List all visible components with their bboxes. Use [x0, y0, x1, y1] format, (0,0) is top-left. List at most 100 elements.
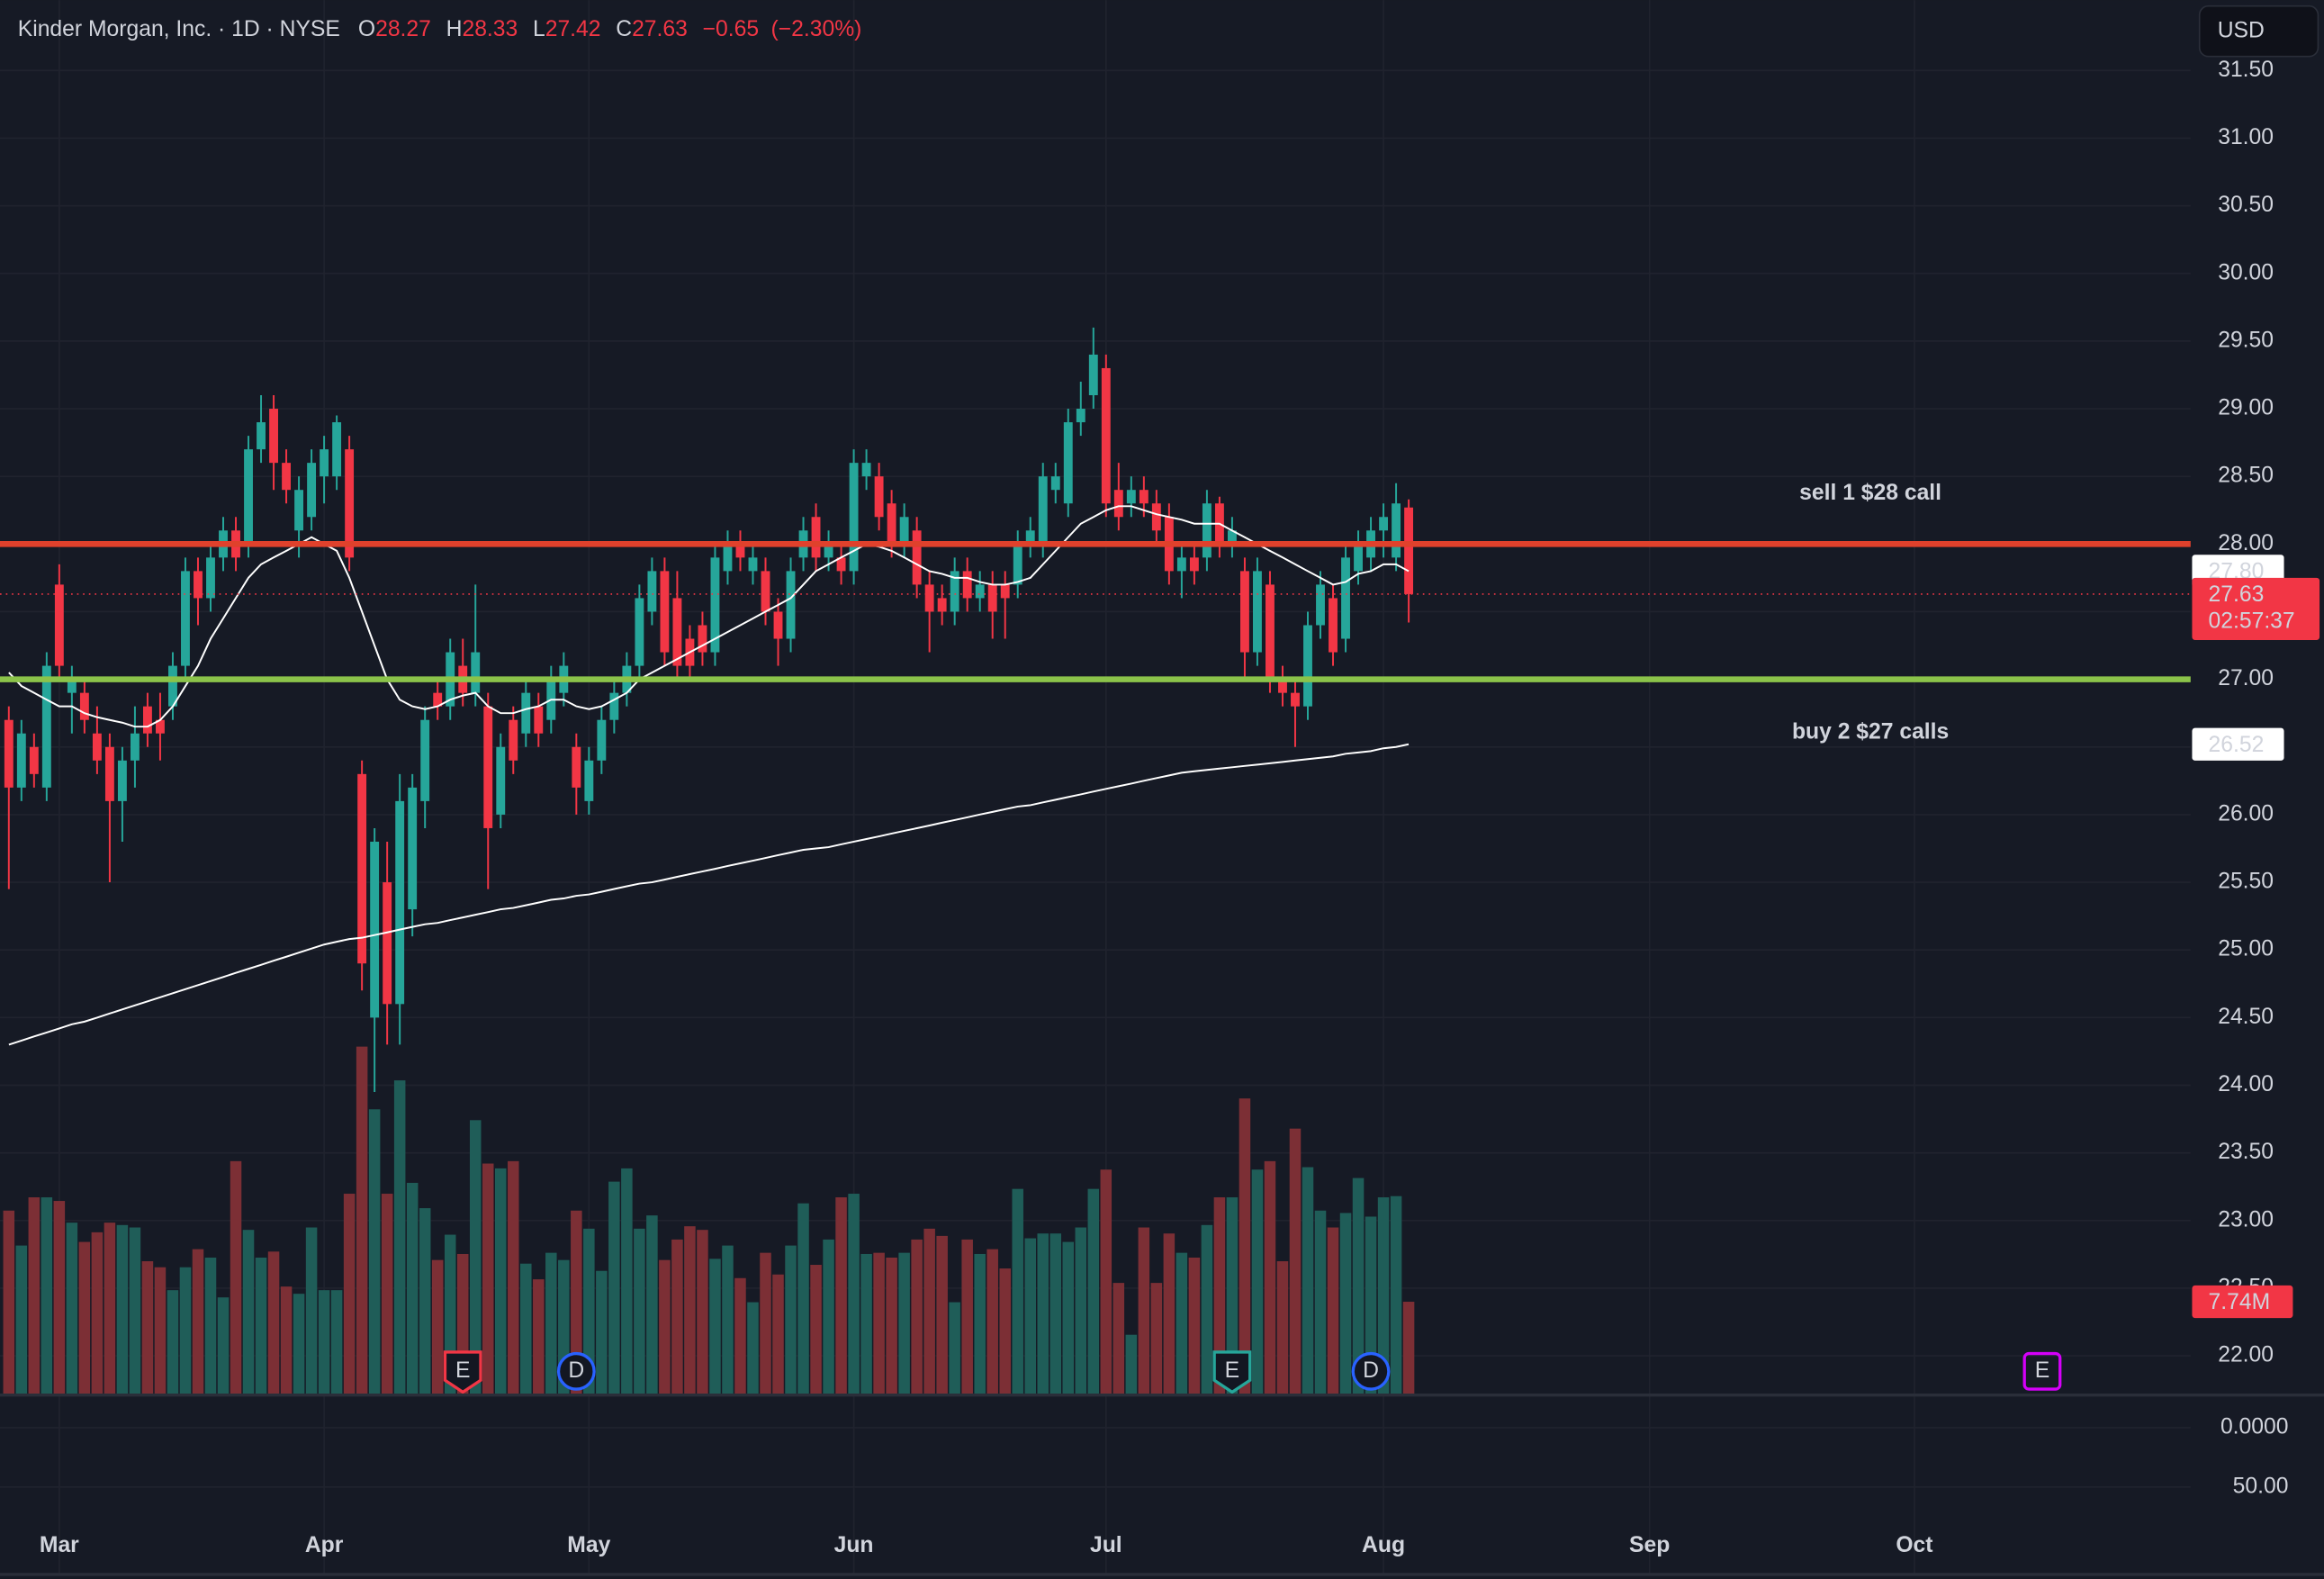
candle-body [710, 557, 720, 653]
candle-body [849, 463, 859, 572]
ohlc-key: C [616, 17, 632, 41]
volume-bar [1226, 1197, 1239, 1395]
volume-bar [1264, 1160, 1276, 1395]
volume-bar [911, 1239, 923, 1395]
candle-body [257, 422, 266, 450]
volume-bar [533, 1279, 545, 1395]
volume-bar [1276, 1261, 1289, 1395]
candle-body [54, 584, 64, 666]
volume-bar [217, 1297, 230, 1395]
volume-bar [848, 1194, 860, 1395]
ma200-line [8, 743, 1410, 1046]
candle-body [104, 746, 114, 801]
volume-bar [898, 1252, 910, 1395]
volume-bar [722, 1245, 734, 1395]
volume-bar [141, 1261, 154, 1395]
y-tick-label: 30.00 [2218, 260, 2274, 284]
volume-bar [810, 1265, 822, 1395]
candle-body [1151, 503, 1161, 531]
earnings-marker [443, 1350, 482, 1394]
volume-bar [368, 1109, 381, 1395]
x-tick-label: Apr [305, 1533, 344, 1557]
candle-body [887, 503, 896, 545]
x-tick-label: Sep [1629, 1533, 1670, 1557]
volume-bar [1112, 1283, 1125, 1395]
volume-bar [280, 1286, 293, 1395]
candle-body [1113, 490, 1123, 518]
symbol-title: Kinder Morgan, Inc. · 1D · NYSE [18, 17, 340, 41]
candle-body [937, 598, 947, 612]
volume-bar [192, 1249, 204, 1395]
candle-body [29, 746, 39, 774]
candle-body [41, 665, 51, 788]
volume-bar [393, 1080, 406, 1395]
volume-bar [1024, 1238, 1036, 1395]
volume-bar [1251, 1169, 1264, 1395]
x-tick-label: Aug [1362, 1533, 1405, 1557]
volume-bar [1075, 1227, 1087, 1395]
volume-bar [41, 1197, 53, 1395]
candle-body [1126, 490, 1136, 504]
candle-body [735, 544, 745, 558]
candle-body [194, 571, 203, 599]
volume-tag-box [2192, 1285, 2293, 1319]
price-tag-box [2192, 727, 2284, 761]
candle-body [130, 733, 140, 761]
event-label: E [455, 1358, 470, 1383]
volume-bar [1012, 1188, 1023, 1395]
candle-body [1227, 530, 1237, 545]
volume-bar [53, 1201, 66, 1395]
volume-bar [406, 1182, 419, 1395]
volume-bar [1327, 1227, 1339, 1395]
y-tick-label: 23.00 [2218, 1207, 2274, 1232]
volume-bar [1402, 1302, 1415, 1395]
candle-body [483, 706, 493, 828]
candle-body [773, 611, 783, 639]
candle-body [1379, 517, 1389, 531]
ohlc-value: 27.42 [545, 17, 601, 41]
candle-body [912, 530, 922, 585]
candle-body [156, 719, 165, 734]
volume-bar [634, 1228, 645, 1395]
candle-body [307, 463, 317, 518]
volume-bar [961, 1239, 973, 1395]
volume-bar [482, 1163, 494, 1395]
candle-body [181, 571, 190, 666]
close-tag-label: 27.63 [2209, 582, 2265, 607]
volume-bar [835, 1197, 847, 1395]
volume-bar [356, 1046, 368, 1395]
candle-body [67, 679, 77, 693]
event-label: E [2035, 1358, 2049, 1383]
candle-body [496, 746, 506, 815]
currency-button[interactable]: USD [2198, 5, 2319, 58]
candle-body [357, 773, 367, 964]
volume-bar [116, 1224, 129, 1395]
y-tick-label: 28.00 [2218, 531, 2274, 555]
candle-body [16, 733, 26, 788]
change: −0.65 [703, 17, 759, 41]
future-earnings-marker [2022, 1351, 2062, 1391]
volume-bar [129, 1227, 141, 1395]
candle-body [924, 584, 934, 612]
y-tick-label: 24.00 [2218, 1072, 2274, 1096]
volume-bar [66, 1223, 78, 1395]
volume-bar [91, 1232, 104, 1395]
overlay-layer: 22.0022.5023.0023.5024.0024.5025.0025.50… [0, 58, 2320, 1557]
candle-body [206, 557, 215, 599]
candle-body [1329, 598, 1338, 653]
volume-bar [646, 1215, 658, 1395]
volume-bar [974, 1253, 986, 1395]
volume-bar [230, 1160, 242, 1395]
y-tick-label: 28.50 [2218, 464, 2274, 488]
currency[interactable]: USD [2218, 18, 2265, 42]
currency-box[interactable] [2198, 5, 2319, 58]
candle-body [1013, 544, 1022, 585]
y-tick-label: 29.00 [2218, 396, 2274, 420]
volume-bar [28, 1197, 41, 1395]
volume-bar [1201, 1224, 1213, 1395]
candle-body [1202, 503, 1212, 558]
event-label: E [1225, 1358, 1239, 1383]
volume-bar [734, 1277, 746, 1395]
volume-bar [545, 1252, 557, 1395]
y-tick-label: 26.00 [2218, 801, 2274, 826]
